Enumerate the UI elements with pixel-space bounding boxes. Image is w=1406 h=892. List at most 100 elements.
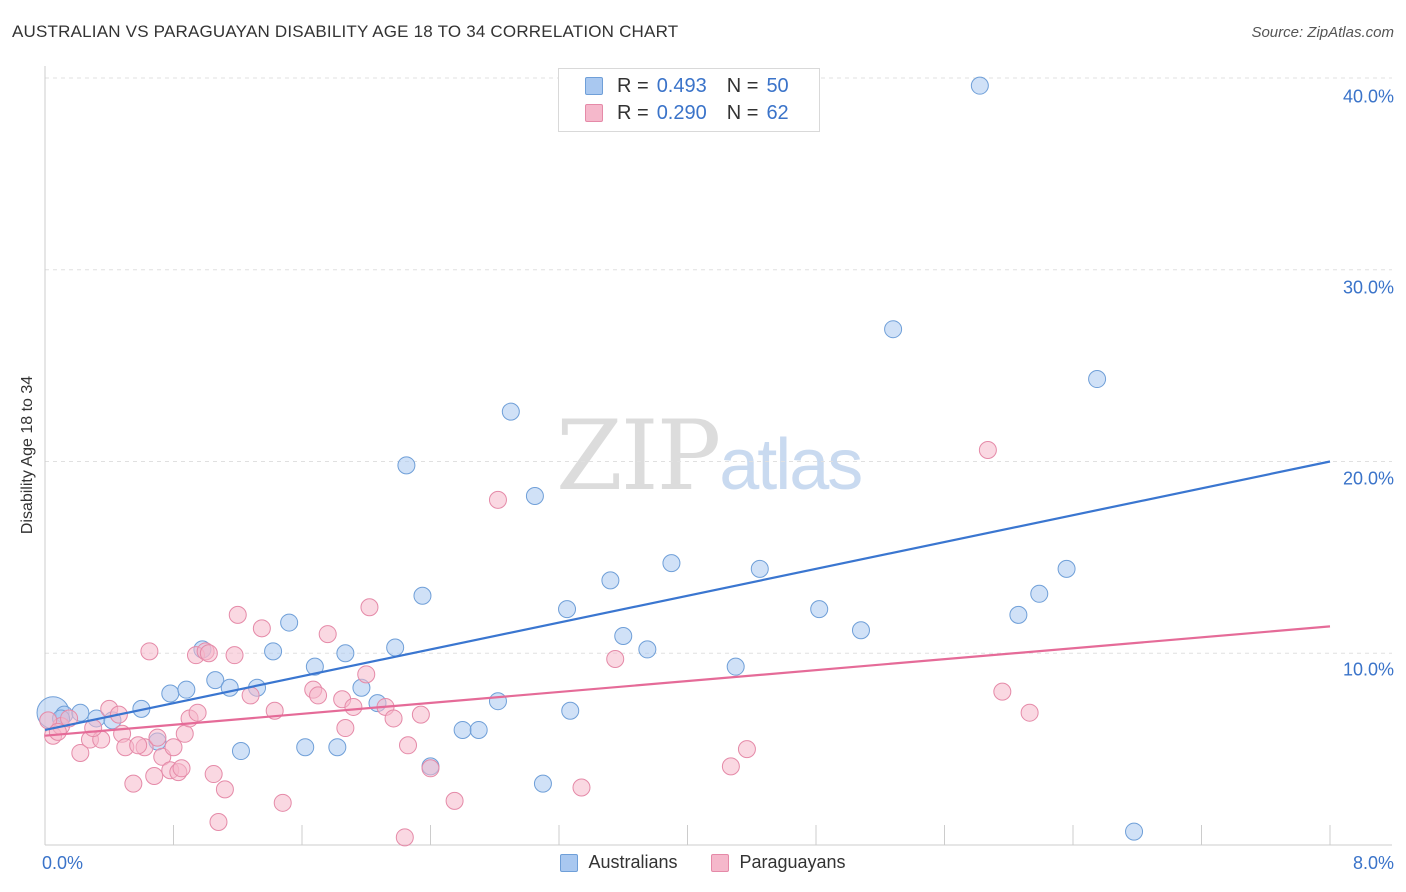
- y-tick-label-20: 20.0%: [1342, 468, 1394, 489]
- paraguayans-point: [993, 682, 1012, 701]
- australians-point: [280, 613, 299, 632]
- n-label: N =: [726, 101, 759, 124]
- trend-lines: [44, 460, 1331, 737]
- legend-label-paraguayans: Paraguayans: [739, 852, 846, 872]
- watermark-atlas: atlas: [719, 425, 863, 505]
- legend-item-australians[interactable]: Australians: [560, 852, 677, 873]
- australians-point: [851, 621, 870, 640]
- paraguayans-point: [399, 736, 418, 755]
- x-tick-label-min: 0.0%: [42, 853, 84, 873]
- paraguayans-point: [344, 697, 363, 716]
- australians-point: [305, 657, 324, 676]
- r-value: 0.493: [656, 74, 707, 97]
- n-value: 62: [766, 101, 789, 124]
- watermark: ZIPatlas: [556, 400, 863, 512]
- australians-point: [386, 638, 405, 657]
- paraguayans-point: [228, 605, 247, 624]
- australians-point: [601, 571, 620, 590]
- stats-row-australians: R = 0.493 N = 50: [585, 73, 789, 99]
- r-label: R =: [617, 101, 649, 124]
- paraguayans-point: [71, 743, 90, 762]
- australians-point: [453, 720, 472, 739]
- paraguayans-point: [215, 780, 234, 799]
- series-legend: Australians Paraguayans: [0, 852, 1406, 873]
- australians-point: [1057, 559, 1076, 578]
- paraguayans-point: [252, 619, 271, 638]
- paraguayans-point: [164, 738, 183, 757]
- australians-point: [1125, 822, 1144, 841]
- australians-point: [1009, 605, 1028, 624]
- paraguayans-point: [357, 665, 376, 684]
- paraguayans-point: [572, 778, 591, 797]
- watermark-zip: ZIP: [556, 400, 721, 512]
- australians-point: [264, 642, 283, 661]
- paraguayans-point: [978, 440, 997, 459]
- paraguayans-point: [225, 646, 244, 665]
- paraguayans-point: [241, 686, 260, 705]
- stats-row-paraguayans: R = 0.290 N = 62: [585, 100, 789, 126]
- paraguayans-point: [145, 766, 164, 785]
- n-label: N =: [726, 74, 759, 97]
- australians-point: [231, 742, 250, 761]
- y-tick-label-10: 10.0%: [1342, 659, 1394, 680]
- paraguayans-point: [360, 598, 379, 617]
- paraguayans-point: [445, 791, 464, 810]
- australians-swatch: [585, 77, 603, 95]
- australians-point: [413, 586, 432, 605]
- n-value: 50: [766, 74, 789, 97]
- australians-point: [750, 559, 769, 578]
- paraguayans-point: [721, 757, 740, 776]
- grid-lines: [45, 77, 1392, 654]
- paraguayans-point: [129, 736, 148, 755]
- australians-point: [206, 671, 225, 690]
- paraguayans-point: [175, 724, 194, 743]
- legend-label-australians: Australians: [588, 852, 678, 872]
- australians-point: [469, 720, 488, 739]
- paraguayans-point: [488, 490, 507, 509]
- paraguayans-point: [140, 642, 159, 661]
- australians-point: [662, 554, 681, 573]
- paraguayans-legend-swatch: [711, 853, 730, 872]
- australians-trend-line: [44, 460, 1331, 732]
- r-label: R =: [617, 74, 649, 97]
- australians-legend-swatch: [560, 853, 579, 872]
- paraguayans-point: [188, 703, 207, 722]
- paraguayans-point: [1020, 703, 1039, 722]
- source-label: Source: ZipAtlas.com: [1251, 24, 1394, 41]
- r-value: 0.290: [656, 101, 707, 124]
- australians-point: [161, 684, 180, 703]
- paraguayans-trend-line: [44, 625, 1331, 737]
- australians-point: [336, 644, 355, 663]
- paraguayans-point: [395, 828, 414, 847]
- legend-item-paraguayans[interactable]: Paraguayans: [711, 852, 846, 873]
- australians-point: [638, 640, 657, 659]
- australians-point: [614, 626, 633, 645]
- paraguayans-point: [336, 719, 355, 738]
- paraguayans-point: [606, 650, 625, 669]
- paraguayans-point: [209, 812, 228, 831]
- chart-title: AUSTRALIAN VS PARAGUAYAN DISABILITY AGE …: [12, 22, 679, 41]
- australians-point: [296, 738, 315, 757]
- australians-point: [1030, 584, 1049, 603]
- australians-point: [558, 600, 577, 619]
- australians-point: [810, 600, 829, 619]
- paraguayans-point: [199, 644, 218, 663]
- paraguayans-swatch: [585, 104, 603, 122]
- paraguayans-point: [60, 709, 79, 728]
- australians-point: [561, 701, 580, 720]
- australians-point: [970, 76, 989, 95]
- paraguayans-point: [148, 728, 167, 747]
- australians-points: [36, 76, 1144, 841]
- australians-point: [884, 320, 903, 339]
- australians-point: [501, 402, 520, 421]
- paraguayans-point: [384, 709, 403, 728]
- axes: [44, 66, 1392, 846]
- australians-point: [488, 692, 507, 711]
- australians-point: [533, 774, 552, 793]
- paraguayans-point: [737, 740, 756, 759]
- paraguayans-point: [172, 759, 191, 778]
- paraguayans-point: [124, 774, 143, 793]
- y-tick-label-40: 40.0%: [1342, 86, 1394, 107]
- australians-point: [328, 738, 347, 757]
